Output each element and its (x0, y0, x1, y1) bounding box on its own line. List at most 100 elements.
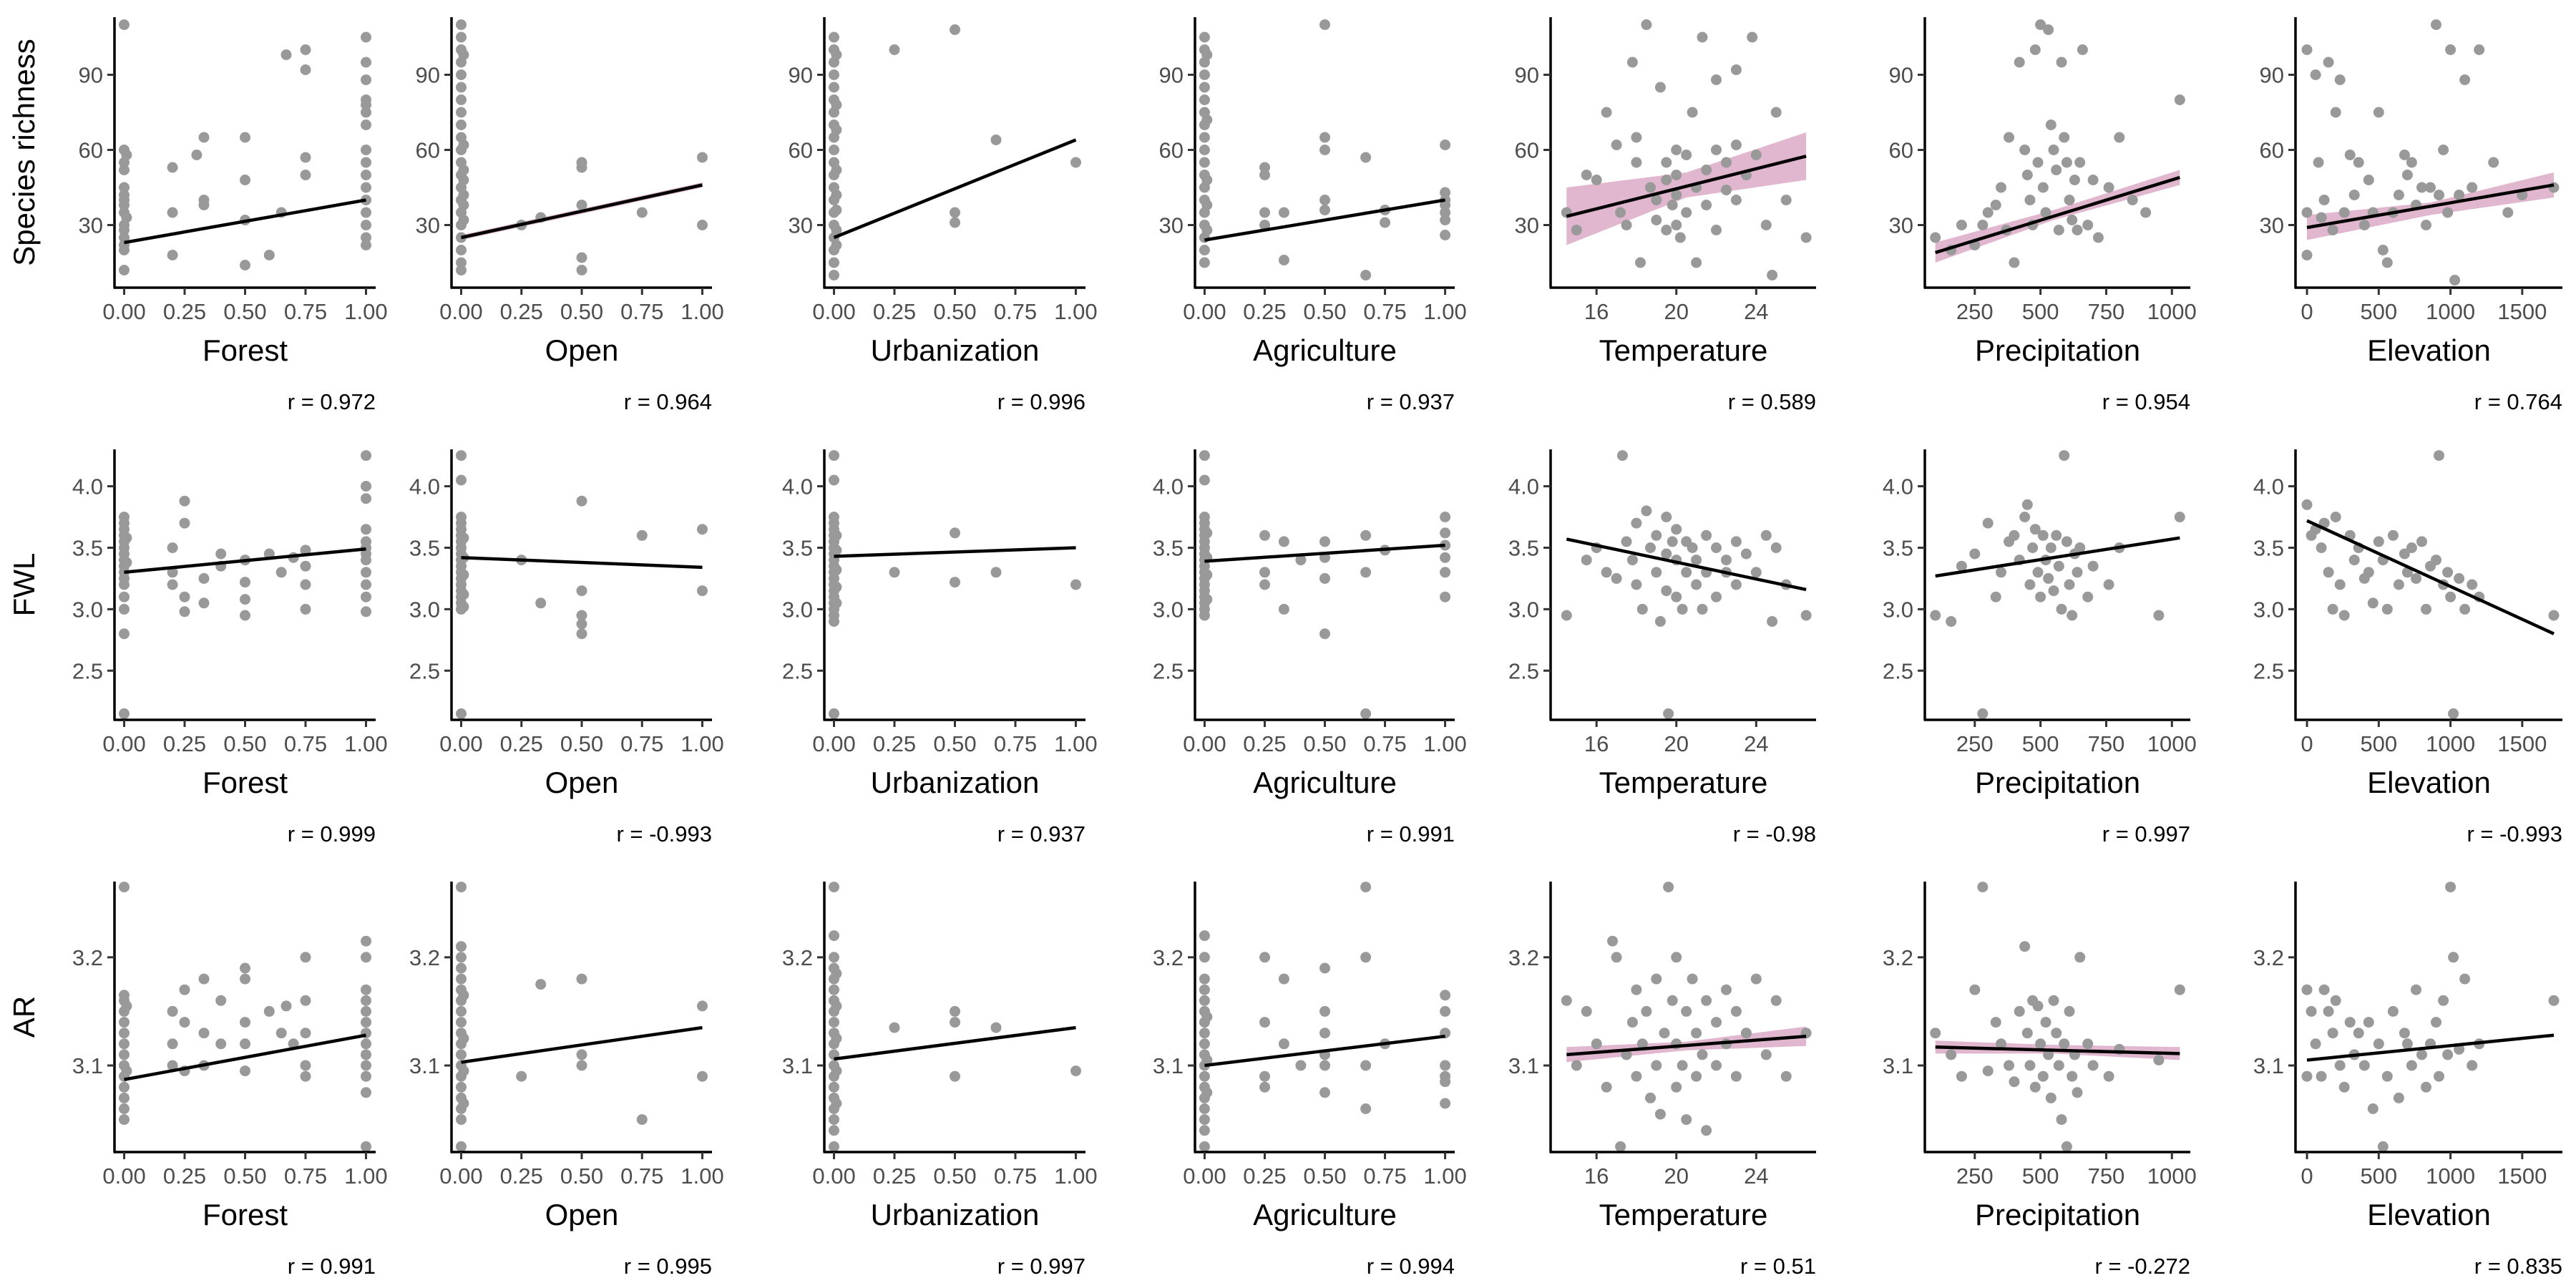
data-point (1199, 245, 1210, 255)
data-point (1645, 542, 1656, 553)
data-point (1278, 1038, 1289, 1050)
data-point (1199, 1103, 1210, 1114)
y-tick-label: 2.5 (409, 658, 440, 683)
data-point (361, 1038, 371, 1050)
data-point (1571, 1060, 1582, 1071)
data-point (2004, 1060, 2014, 1071)
data-point (1946, 1049, 1957, 1060)
x-tick-label: 0.75 (1363, 731, 1406, 756)
data-point (1616, 450, 1628, 462)
correlation-label: r = -0.993 (2467, 821, 2562, 847)
data-point (1674, 232, 1686, 243)
data-point (831, 597, 842, 609)
panel-1-2: 2.5 3.0 3.5 4.0 0.00 0.25 0.50 0.75 1.00 Urbaniza… (782, 449, 1098, 847)
data-point (1977, 220, 1989, 230)
data-point (2474, 44, 2485, 55)
x-tick-label: 1.00 (1423, 1163, 1466, 1189)
regression-line (461, 555, 703, 570)
data-point (2127, 195, 2138, 205)
y-tick-label: 4.0 (1508, 474, 1539, 499)
x-tick-label: 0.75 (994, 299, 1037, 324)
data-point (1259, 530, 1270, 541)
data-point (2338, 610, 2350, 621)
data-point (831, 530, 842, 541)
data-point (2367, 1103, 2379, 1114)
data-point (1701, 165, 1712, 175)
y-tick-label: 3.1 (1153, 1053, 1184, 1078)
data-point (1199, 1141, 1210, 1152)
data-point (119, 579, 130, 590)
data-point (2032, 1000, 2044, 1012)
data-point (361, 107, 371, 118)
data-point (1631, 157, 1642, 168)
data-point (1201, 1055, 1213, 1065)
data-point (831, 1098, 842, 1109)
data-point (2330, 512, 2341, 522)
data-point (1667, 536, 1678, 547)
data-point (1697, 31, 1708, 43)
data-point (2153, 1055, 2165, 1065)
x-tick-label: 0.50 (1303, 299, 1346, 324)
data-point (2301, 250, 2313, 260)
x-tick-label: 0.50 (933, 299, 976, 324)
data-point (2029, 44, 2041, 55)
data-point (2037, 1070, 2049, 1082)
data-point (1701, 530, 1712, 541)
data-point (119, 1017, 130, 1028)
data-point (1626, 555, 1638, 566)
data-point (2056, 57, 2067, 68)
x-tick-label: 0.50 (223, 731, 266, 756)
y-tick-label: 3.2 (2253, 945, 2284, 970)
data-point (2377, 245, 2389, 255)
data-point (1621, 220, 1632, 230)
data-point (990, 135, 1002, 145)
data-point (361, 606, 371, 618)
panel-0-4: 30 60 90 16 20 24 Temperature r = 0.589 (1515, 17, 1816, 414)
regression-line (461, 1025, 703, 1064)
x-axis-title: Urbanization (871, 1198, 1040, 1231)
x-tick-label: 500 (2360, 731, 2397, 756)
data-point (829, 69, 839, 80)
data-point (1930, 232, 1941, 243)
data-point (300, 1028, 311, 1039)
data-point (2051, 165, 2062, 175)
data-point (1199, 145, 1210, 155)
data-point (636, 530, 648, 541)
data-point (1440, 527, 1451, 539)
data-point (1199, 995, 1210, 1006)
data-point (361, 555, 371, 566)
data-point (1663, 708, 1674, 719)
x-tick-label: 20 (1664, 1163, 1688, 1189)
data-point (458, 532, 469, 544)
data-point (456, 450, 467, 462)
correlation-label: r = 0.964 (624, 389, 712, 414)
y-tick-label: 30 (789, 213, 813, 238)
data-point (1601, 567, 1612, 578)
x-tick-label: 1000 (2147, 1163, 2197, 1189)
data-point (1201, 569, 1213, 580)
x-axis-title: Elevation (2367, 1198, 2491, 1231)
data-point (1440, 187, 1451, 198)
panel-0-5: 30 60 90 250 500 750 1000 Precipitation r = 0.95… (1889, 17, 2197, 414)
data-point (1631, 579, 1642, 590)
data-point (950, 527, 960, 539)
data-point (831, 225, 842, 235)
data-point (2310, 1038, 2321, 1050)
data-point (576, 200, 587, 210)
data-point (361, 579, 371, 590)
y-tick-label: 3.2 (1883, 945, 1913, 970)
y-tick-label: 30 (1159, 213, 1184, 238)
y-tick-label: 3.5 (782, 535, 813, 560)
data-point (1969, 548, 1981, 560)
data-point (1259, 567, 1270, 578)
data-point (2431, 1017, 2441, 1028)
data-point (2043, 572, 2054, 584)
data-point (119, 245, 130, 255)
data-point (240, 594, 250, 605)
data-point (2421, 220, 2431, 230)
data-point (1259, 207, 1270, 218)
x-axis-title: Urbanization (871, 766, 1040, 799)
x-axis-title: Precipitation (1975, 766, 2140, 799)
